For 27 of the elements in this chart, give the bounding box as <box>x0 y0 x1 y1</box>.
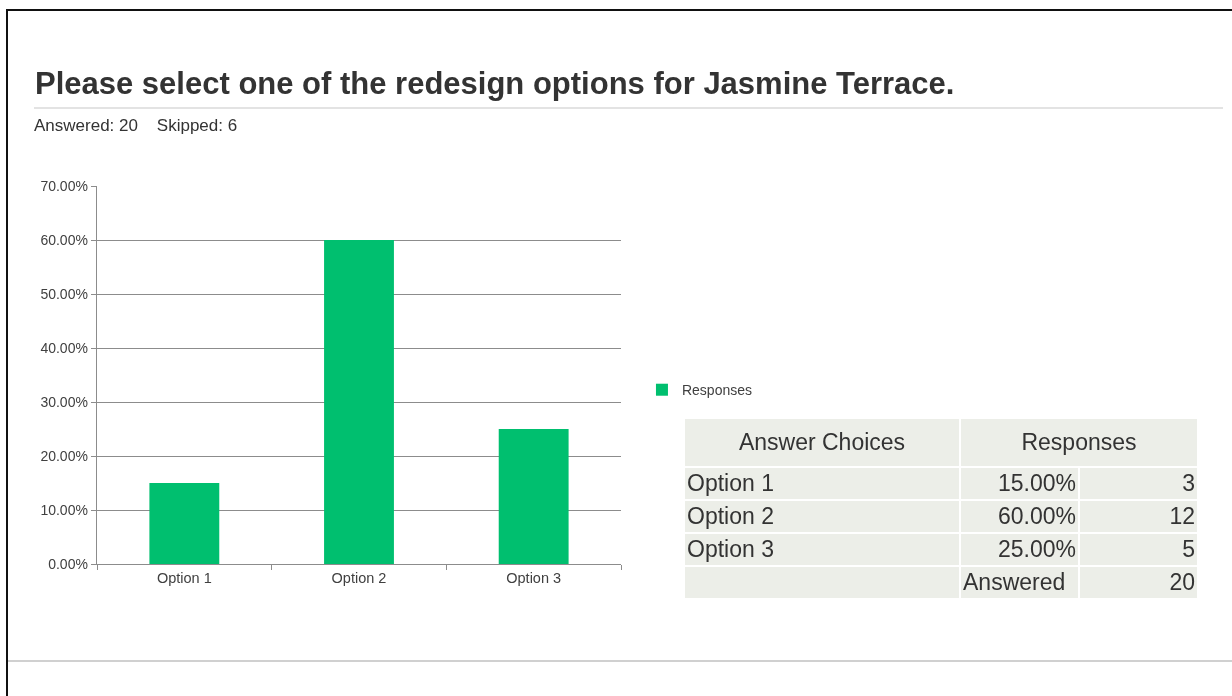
legend-label: Responses <box>681 382 753 399</box>
chart-title: Please select one of the redesign options for Jasmine Terrace. <box>35 66 955 102</box>
text: 12 <box>1080 501 1197 532</box>
text: 25.00% <box>961 534 1078 565</box>
x-tick-label: Option 1 <box>156 569 212 586</box>
text: Responses <box>961 419 1197 466</box>
text: 60.00% <box>961 501 1078 532</box>
y-tick-label: 30.00% <box>40 393 88 410</box>
y-tick-label: 60.00% <box>40 231 88 248</box>
x-tick-label: Option 3 <box>506 569 562 586</box>
y-tick-label: 20.00% <box>40 447 88 464</box>
text: 20 <box>1080 567 1197 598</box>
x-tick-label: Option 2 <box>331 569 387 586</box>
y-tick-label: 10.00% <box>40 501 88 518</box>
category-label: Option 2 <box>687 503 774 529</box>
text: Answer Choices <box>685 419 959 466</box>
y-tick-label: 40.00% <box>40 339 88 356</box>
text: 5 <box>1080 534 1197 565</box>
category-label: Option 3 <box>687 536 774 562</box>
chart-subtitle: Answered: 20 Skipped: 6 <box>34 116 238 136</box>
category-label: Option 1 <box>687 470 774 496</box>
text: 15.00% <box>961 468 1078 499</box>
text: 3 <box>1080 468 1197 499</box>
y-tick-label: 0.00% <box>48 555 88 572</box>
text: Answered <box>961 567 1078 598</box>
y-tick-label: 50.00% <box>40 285 88 302</box>
y-tick-label: 70.00% <box>40 177 88 194</box>
